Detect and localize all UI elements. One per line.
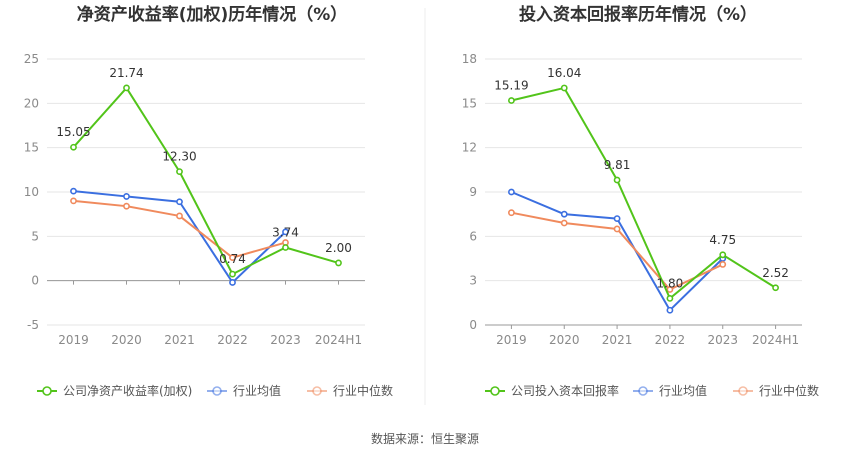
data-point[interactable] — [719, 261, 727, 268]
y-tick-label: 6 — [469, 229, 477, 243]
y-tick-label: 25 — [24, 52, 39, 66]
data-label: 1.80 — [657, 276, 684, 290]
y-tick-label: 3 — [469, 274, 477, 288]
data-point[interactable] — [719, 251, 727, 259]
legend-marker-icon — [42, 386, 52, 396]
legend-label: 行业中位数 — [759, 383, 819, 398]
data-label: 4.75 — [709, 233, 736, 247]
y-tick-label: 15 — [24, 141, 39, 155]
x-tick-label: 2023 — [270, 333, 301, 347]
chart-title: 投入资本回报率历年情况（%） — [519, 4, 757, 25]
data-label: 15.05 — [56, 125, 90, 139]
data-point[interactable] — [70, 143, 77, 151]
data-point[interactable] — [666, 306, 674, 314]
series-line — [72, 86, 339, 276]
y-tick-label: 9 — [469, 185, 477, 199]
x-tick-label: 2024H1 — [752, 333, 799, 347]
x-tick-label: 2019 — [496, 333, 527, 347]
legend-marker-icon — [738, 386, 748, 396]
data-point[interactable] — [772, 284, 779, 292]
roe-chart: 净资产收益率(加权)历年情况（%） -5 0 5 10 15 20 25 2019 2020 20… — [24, 4, 393, 398]
y-tick-label: 10 — [24, 185, 39, 199]
data-point[interactable] — [123, 202, 130, 210]
legend-item[interactable]: 行业中位数 — [307, 383, 393, 398]
legend-item[interactable]: 行业均值 — [207, 383, 281, 398]
data-point[interactable] — [508, 97, 515, 104]
series-line — [511, 191, 724, 312]
data-label: 16.04 — [547, 66, 581, 80]
legend-item[interactable]: 公司投入资本回报率 — [485, 383, 619, 398]
data-point[interactable] — [666, 286, 674, 293]
y-tick-label: 18 — [462, 52, 477, 66]
data-point[interactable] — [229, 279, 236, 286]
y-tick-label: 20 — [24, 96, 39, 110]
data-label: 15.19 — [494, 79, 528, 93]
data-label: 2.00 — [325, 241, 352, 255]
data-label: 9.81 — [604, 158, 631, 172]
data-point[interactable] — [282, 228, 289, 236]
legend-label: 行业均值 — [659, 383, 707, 398]
data-point[interactable] — [335, 259, 342, 267]
data-label: 2.52 — [762, 266, 789, 280]
data-source: 数据来源：恒生聚源 — [371, 431, 479, 446]
legend-label: 行业中位数 — [333, 383, 393, 398]
data-point[interactable] — [70, 187, 77, 195]
legend-label: 公司净资产收益率(加权) — [63, 383, 192, 398]
data-point[interactable] — [560, 84, 568, 92]
series-line — [511, 86, 777, 300]
y-tick-label: 5 — [31, 229, 39, 243]
data-point[interactable] — [229, 270, 236, 278]
x-tick-label: 2021 — [164, 333, 195, 347]
data-point[interactable] — [560, 210, 568, 218]
y-tick-label: 0 — [469, 318, 477, 332]
x-tick-label: 2024H1 — [315, 333, 362, 347]
roic-chart: 投入资本回报率历年情况（%） 0 3 6 9 12 15 18 2019 2020 2021 202… — [462, 4, 819, 398]
data-point[interactable] — [123, 193, 130, 200]
data-label: 0.74 — [219, 252, 246, 266]
data-point[interactable] — [70, 197, 77, 205]
legend-item[interactable]: 行业中位数 — [733, 383, 819, 398]
data-point[interactable] — [176, 198, 183, 206]
series-line — [73, 199, 286, 259]
x-tick-label: 2022 — [655, 333, 686, 347]
legend-marker-icon — [312, 386, 322, 396]
x-tick-label: 2019 — [58, 333, 89, 347]
data-point[interactable] — [666, 294, 674, 302]
data-point[interactable] — [123, 84, 130, 92]
x-tick-label: 2021 — [602, 333, 633, 347]
data-label: 3.74 — [272, 226, 299, 240]
x-tick-label: 2020 — [111, 333, 142, 347]
legend-label: 公司投入资本回报率 — [511, 383, 619, 398]
y-tick-label: 12 — [462, 141, 477, 155]
series-line — [511, 211, 724, 291]
legend-label: 行业均值 — [233, 383, 281, 398]
data-point[interactable] — [560, 219, 568, 227]
data-point[interactable] — [613, 176, 621, 184]
legend-marker-icon — [638, 386, 648, 396]
y-tick-label: 0 — [31, 274, 39, 288]
data-point[interactable] — [613, 225, 621, 233]
data-point[interactable] — [508, 188, 515, 196]
data-point[interactable] — [508, 209, 515, 217]
x-tick-label: 2020 — [549, 333, 580, 347]
data-label: 12.30 — [162, 150, 196, 164]
legend-item[interactable]: 公司净资产收益率(加权) — [37, 383, 192, 398]
chart-title: 净资产收益率(加权)历年情况（%） — [77, 4, 348, 25]
y-tick-label: 15 — [462, 96, 477, 110]
data-point[interactable] — [282, 244, 289, 251]
data-point[interactable] — [229, 254, 236, 262]
y-tick-label: -5 — [27, 318, 39, 332]
x-tick-label: 2023 — [707, 333, 738, 347]
data-point[interactable] — [176, 168, 183, 176]
x-tick-label: 2022 — [217, 333, 248, 347]
legend-marker-icon — [490, 386, 500, 396]
data-point[interactable] — [613, 215, 621, 222]
data-label: 21.74 — [109, 66, 143, 80]
data-point[interactable] — [176, 212, 183, 220]
legend-item[interactable]: 行业均值 — [633, 383, 707, 398]
legend-marker-icon — [212, 386, 222, 396]
